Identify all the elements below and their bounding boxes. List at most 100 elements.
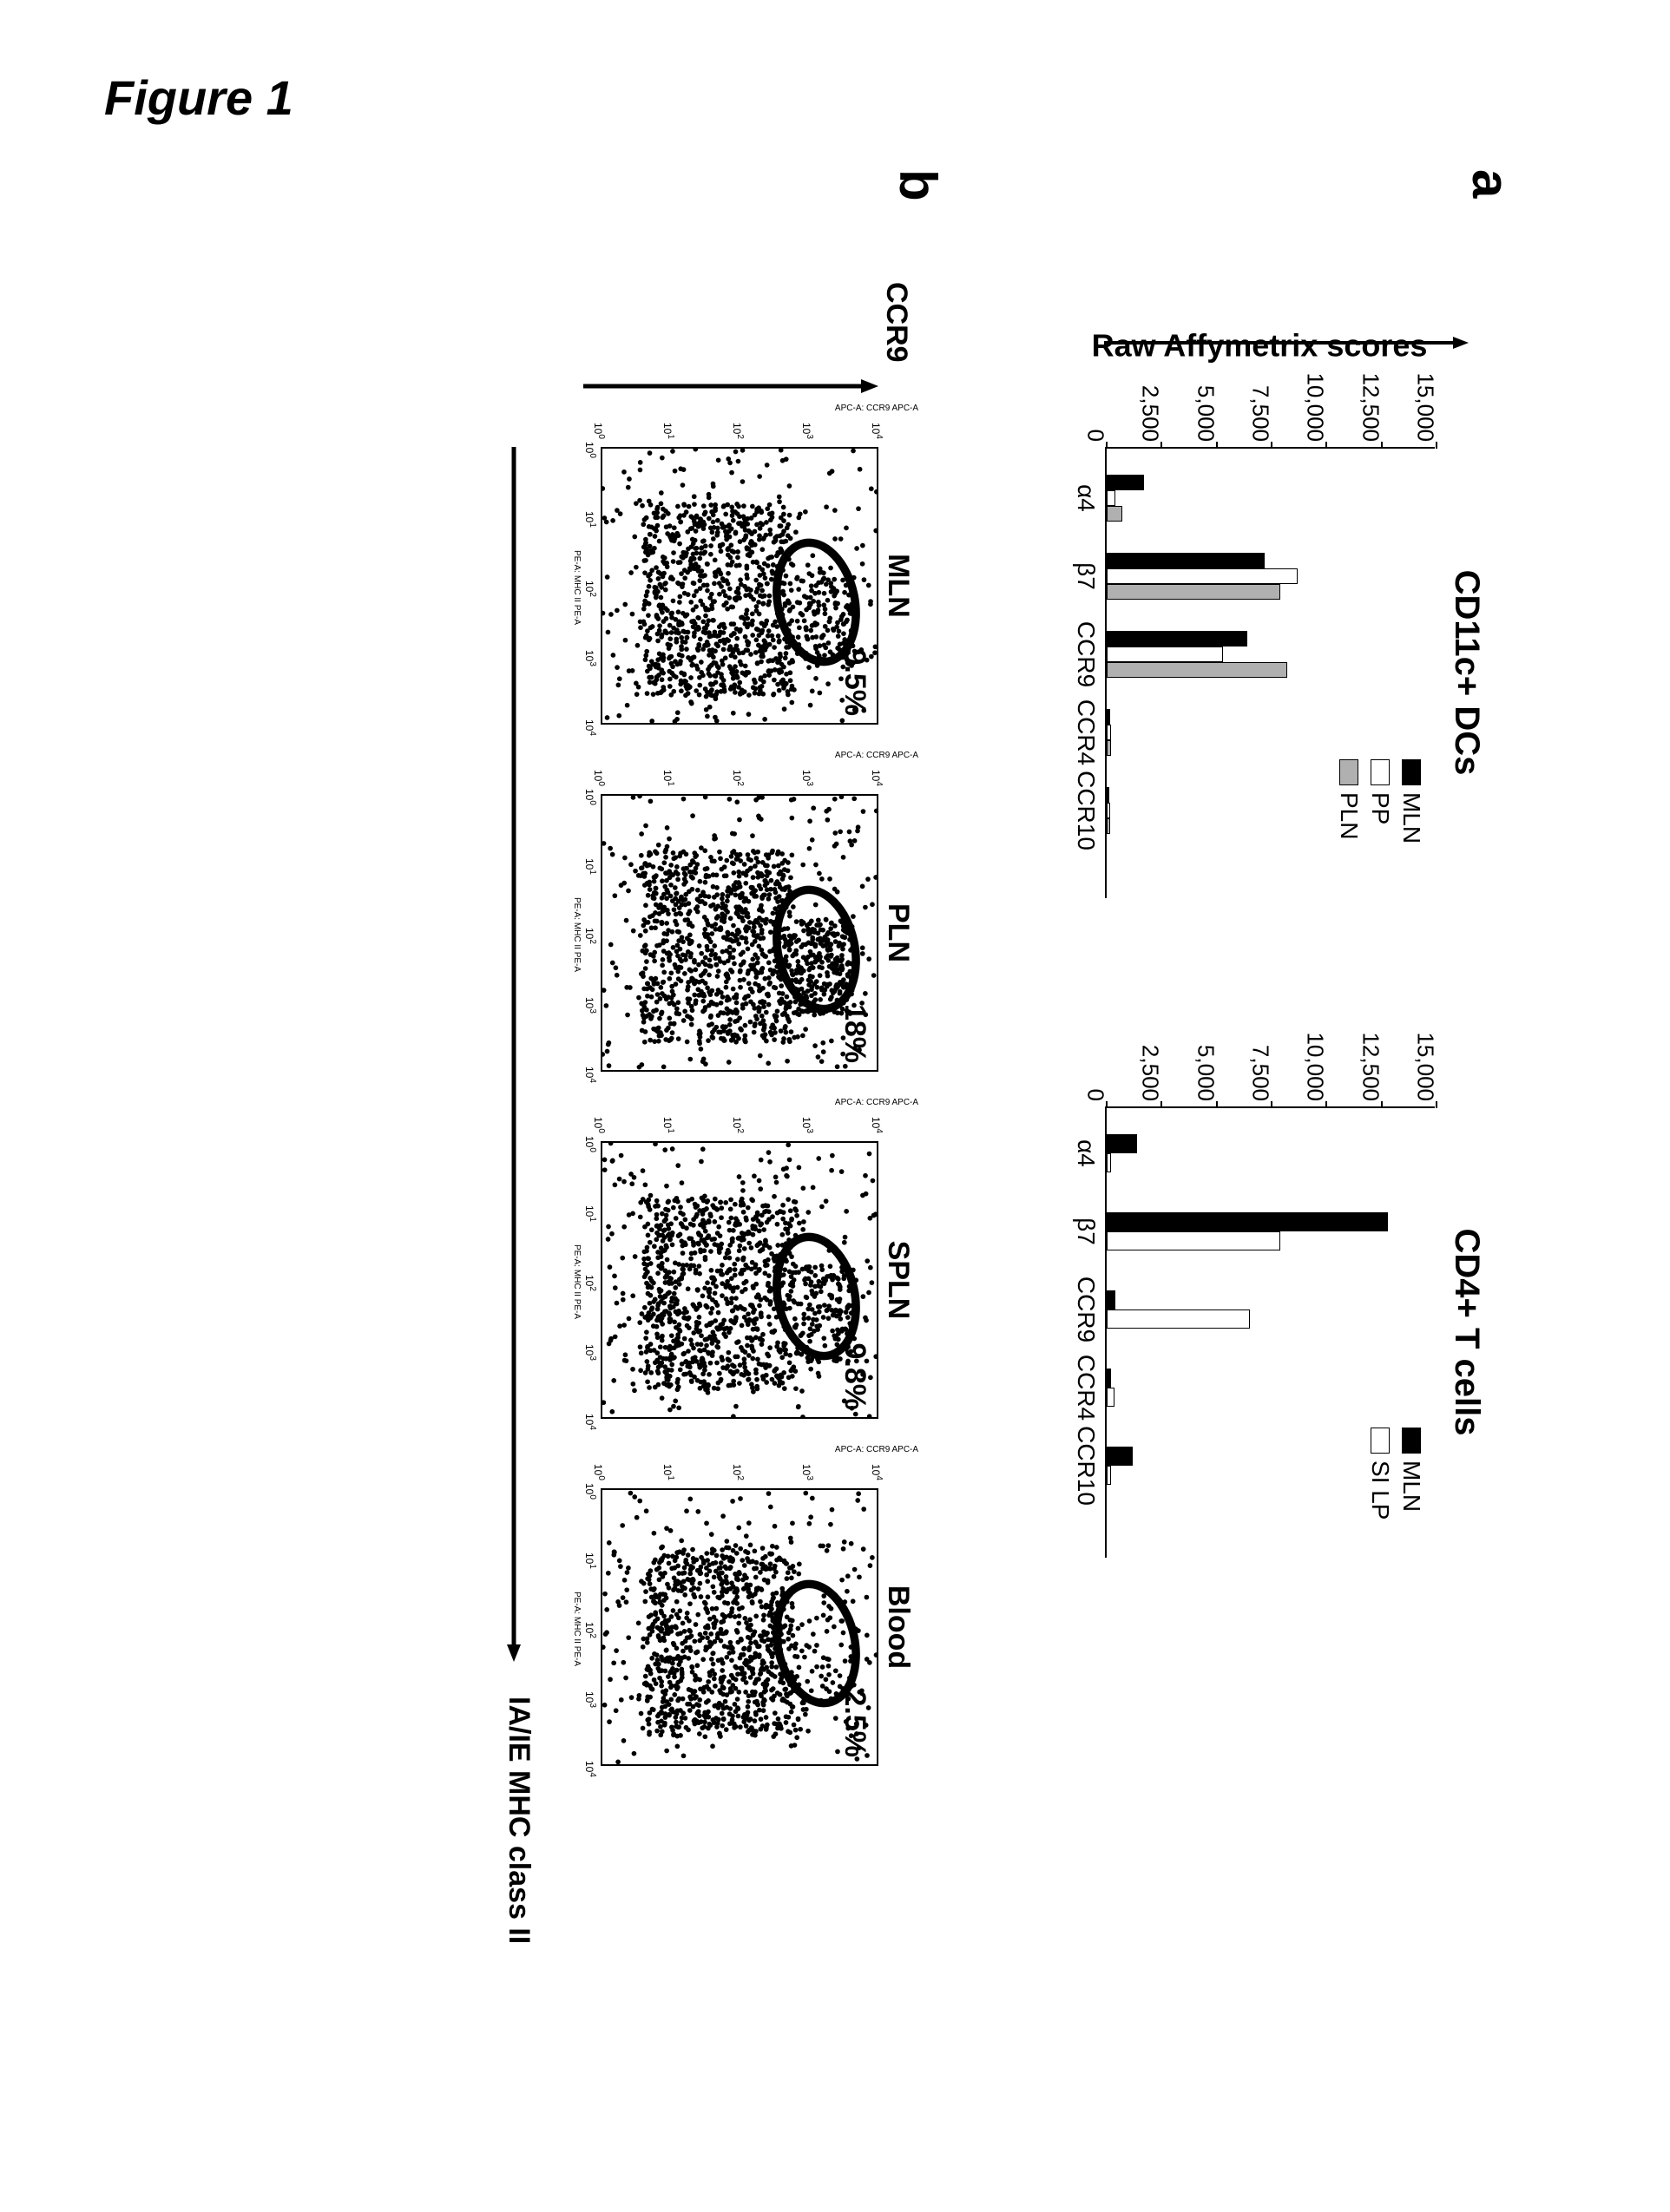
scatter-y-axis-mini-label: APC-A: CCR9 APC-A <box>738 1098 1016 1107</box>
scatter-ytick: 101 <box>661 423 675 439</box>
legend-label: SI LP <box>1366 1460 1394 1520</box>
chart-cd11c-dcs: CD11c+ DCs 02,5005,0007,50010,00012,5001… <box>1105 447 1486 898</box>
legend-row: MLN <box>1397 759 1425 843</box>
bar <box>1107 506 1122 522</box>
y-tick-mark <box>1160 1101 1162 1108</box>
panel-b-label: b <box>888 169 948 201</box>
scatter-ytick: 102 <box>731 1464 745 1480</box>
scatter-ytick: 104 <box>870 1464 884 1480</box>
panel-b-y-axis-title: CCR9 <box>879 282 913 363</box>
scatter-ytick: 103 <box>800 1117 814 1133</box>
scatter-xtick: 102 <box>583 581 597 597</box>
scatter-panel-pln: PLN18%100100101101102102103103104104PE-A… <box>601 794 878 1072</box>
bar <box>1107 709 1110 725</box>
bar <box>1107 1134 1137 1153</box>
scatter-x-axis-mini-label: PE-A: MHC II PE-A <box>572 796 582 1073</box>
scatter-y-axis-mini-label: APC-A: CCR9 APC-A <box>738 1445 1016 1454</box>
bar <box>1107 553 1265 568</box>
y-tick-label: 5,000 <box>1192 1045 1219 1101</box>
y-tick-label: 0 <box>1082 430 1109 442</box>
scatter-xtick: 101 <box>583 1552 597 1569</box>
chart1-title: CD11c+ DCs <box>1447 447 1486 898</box>
bar <box>1107 1153 1111 1172</box>
scatter-title: Blood <box>881 1490 915 1764</box>
figure-body: a Raw Affymetrix scores CD11c+ DCs 02,50… <box>97 65 1573 2148</box>
y-tick-mark <box>1106 442 1108 449</box>
legend-swatch <box>1371 1428 1390 1454</box>
x-category-label: CCR10 <box>1072 771 1100 850</box>
scatter-percentage: 2.5% <box>838 1690 871 1758</box>
scatter-x-axis-mini-label: PE-A: MHC II PE-A <box>572 1490 582 1768</box>
scatter-y-axis-mini-label: APC-A: CCR9 APC-A <box>738 751 1016 760</box>
legend-swatch <box>1402 759 1421 785</box>
legend-swatch <box>1339 759 1358 785</box>
bar <box>1107 490 1115 506</box>
y-tick-label: 12,500 <box>1357 372 1384 442</box>
x-category-label: α4 <box>1072 484 1100 512</box>
scatter-percentage: 9.5% <box>838 649 871 717</box>
y-tick-label: 12,500 <box>1357 1032 1384 1101</box>
legend-row: PP <box>1366 759 1394 843</box>
x-category-label: CCR10 <box>1072 1426 1100 1506</box>
y-tick-label: 0 <box>1082 1089 1109 1101</box>
scatter-xtick: 104 <box>583 1761 597 1777</box>
scatter-ytick: 103 <box>800 423 814 439</box>
y-tick-label: 2,500 <box>1137 385 1164 442</box>
scatter-panel-mln: MLN9.5%100100101101102102103103104104PE-… <box>601 447 878 725</box>
y-tick-label: 2,500 <box>1137 1045 1164 1101</box>
scatter-xtick: 103 <box>583 650 597 666</box>
scatter-panel-spln: SPLN9.8%100100101101102102103103104104PE… <box>601 1141 878 1419</box>
bar <box>1107 725 1111 740</box>
legend-swatch <box>1371 759 1390 785</box>
y-tick-mark <box>1436 1101 1437 1108</box>
scatter-xtick: 101 <box>583 858 597 875</box>
chart2-legend: MLNSI LP <box>1363 1428 1425 1520</box>
scatter-xtick: 100 <box>583 1483 597 1500</box>
scatter-ytick: 104 <box>870 770 884 786</box>
scatter-percentage: 9.8% <box>838 1343 871 1411</box>
scatter-y-axis-mini-label: APC-A: CCR9 APC-A <box>738 404 1016 413</box>
y-tick-label: 10,000 <box>1302 1032 1329 1101</box>
y-tick-mark <box>1271 442 1272 449</box>
scatter-panel-blood: Blood2.5%100100101101102102103103104104P… <box>601 1488 878 1766</box>
scatter-ytick: 101 <box>661 1464 675 1480</box>
legend-swatch <box>1402 1428 1421 1454</box>
bar <box>1107 787 1109 803</box>
scatter-xtick: 104 <box>583 1067 597 1083</box>
scatter-x-axis-mini-label: PE-A: MHC II PE-A <box>572 449 582 726</box>
scatter-xtick: 100 <box>583 789 597 805</box>
scatter-xtick: 104 <box>583 1414 597 1430</box>
legend-row: MLN <box>1397 1428 1425 1520</box>
bar <box>1107 1388 1114 1407</box>
scatter-ytick: 101 <box>661 770 675 786</box>
y-tick-label: 7,500 <box>1247 1045 1274 1101</box>
x-category-label: β7 <box>1072 1218 1100 1245</box>
scatter-title: MLN <box>881 449 915 723</box>
bar <box>1107 1369 1111 1388</box>
bar <box>1107 1447 1133 1466</box>
x-category-label: α4 <box>1072 1139 1100 1167</box>
y-tick-mark <box>1160 442 1162 449</box>
bar <box>1107 662 1287 678</box>
legend-row: PLN <box>1335 759 1363 843</box>
y-tick-mark <box>1381 1101 1383 1108</box>
legend-label: PP <box>1366 792 1394 824</box>
scatter-xtick: 103 <box>583 997 597 1014</box>
bar <box>1107 1212 1388 1231</box>
x-category-label: CCR9 <box>1072 621 1100 687</box>
x-category-label: β7 <box>1072 562 1100 590</box>
scatter-ytick: 100 <box>592 1117 606 1133</box>
scatter-ytick: 103 <box>800 770 814 786</box>
scatter-ytick: 100 <box>592 423 606 439</box>
x-category-label: CCR9 <box>1072 1277 1100 1342</box>
scatter-ytick: 100 <box>592 1464 606 1480</box>
scatter-ytick: 100 <box>592 770 606 786</box>
bar <box>1107 1309 1250 1329</box>
scatter-title: PLN <box>881 796 915 1070</box>
scatter-xtick: 102 <box>583 928 597 944</box>
panel-b-x-arrow <box>505 447 523 1662</box>
panel-b-x-axis-title: IA/IE MHC class II <box>502 1697 536 1944</box>
y-tick-label: 15,000 <box>1412 372 1439 442</box>
y-tick-label: 5,000 <box>1192 385 1219 442</box>
scatter-xtick: 100 <box>583 1136 597 1152</box>
